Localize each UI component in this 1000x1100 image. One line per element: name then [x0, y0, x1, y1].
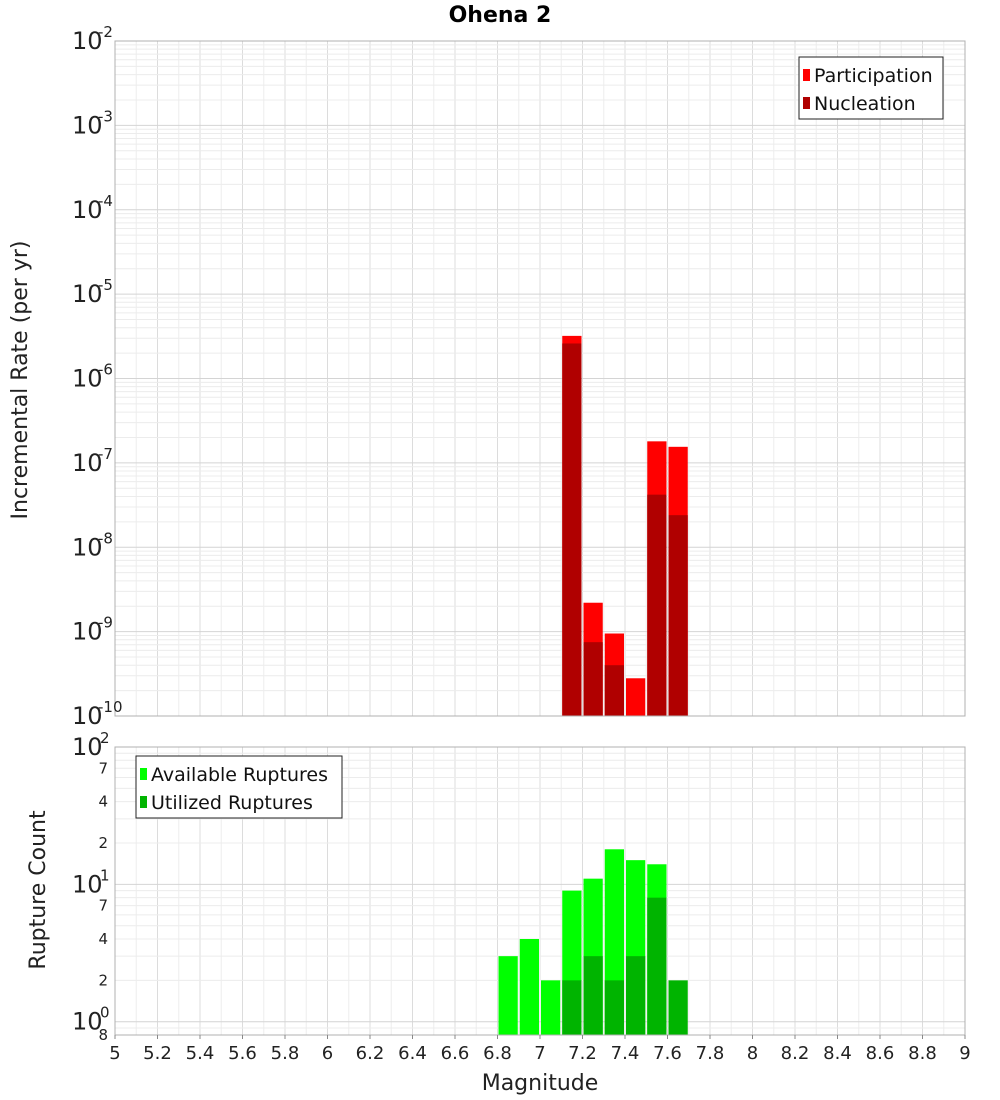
rate-legend-box [798, 56, 944, 120]
rate-bar-nucleation [668, 515, 688, 716]
count-legend-label: Available Ruptures [151, 764, 328, 786]
count-bar-utilized-ruptures [668, 980, 688, 1035]
x-tick-label: 5.6 [228, 1043, 257, 1064]
x-tick-label: 7 [534, 1043, 545, 1064]
count-bar-utilized-ruptures [583, 956, 603, 1035]
rate-y-tick-label: 10 [72, 365, 103, 393]
rate-legend-label: Participation [814, 65, 933, 87]
count-y-tick-exponent: 1 [100, 866, 110, 884]
count-y-tick-label: 10 [72, 733, 103, 761]
rate-y-tick-exponent: -9 [98, 614, 113, 632]
x-tick-label: 5.2 [143, 1043, 172, 1064]
x-tick-label: 8.8 [908, 1043, 937, 1064]
rate-y-tick-label: 10 [72, 702, 103, 730]
x-tick-label: 7.2 [568, 1043, 597, 1064]
rate-y-tick-exponent: -8 [98, 529, 113, 547]
rate-plot-border [114, 40, 966, 717]
count-y-tick-minor-label: 8 [98, 1026, 108, 1044]
x-tick-label: 8.2 [781, 1043, 810, 1064]
count-y-tick-minor-label: 7 [98, 897, 108, 915]
x-tick-label: 8 [747, 1043, 758, 1064]
count-y-tick-minor-label: 4 [98, 793, 108, 811]
rate-y-tick-label: 10 [72, 449, 103, 477]
count-bar-available-ruptures [519, 939, 539, 1035]
rate-y-tick-exponent: -10 [98, 698, 123, 716]
rate-y-tick-exponent: -2 [98, 23, 113, 41]
x-tick-label: 6.8 [483, 1043, 512, 1064]
chart-title: Ohena 2 [449, 3, 552, 28]
rate-y-axis-label: Incremental Rate (per yr) [8, 241, 33, 520]
rate-legend-swatch [803, 97, 810, 109]
rate-y-tick-label: 10 [72, 196, 103, 224]
rate-bar-nucleation [562, 343, 582, 716]
count-bar-available-ruptures [498, 956, 518, 1035]
count-bar-utilized-ruptures [626, 956, 646, 1035]
rate-y-tick-exponent: -3 [98, 107, 113, 125]
count-legend-box [135, 755, 343, 819]
rate-bar-participation [626, 678, 646, 716]
count-y-tick-minor-label: 7 [98, 759, 108, 777]
rate-y-tick-label: 10 [72, 27, 103, 55]
rate-y-tick-exponent: -6 [98, 361, 113, 379]
x-tick-label: 7.8 [696, 1043, 725, 1064]
count-y-axis-label: Rupture Count [26, 810, 51, 970]
rate-panel: 10-1010-910-810-710-610-510-410-310-2Par… [72, 23, 966, 730]
count-legend-swatch [140, 796, 147, 808]
rate-bar-nucleation [583, 642, 603, 716]
x-axis-label: Magnitude [482, 1071, 599, 1096]
rate-y-tick-exponent: -7 [98, 445, 113, 463]
rate-y-tick-label: 10 [72, 533, 103, 561]
rate-y-tick-label: 10 [72, 111, 103, 139]
count-y-tick-exponent: 0 [100, 1004, 110, 1022]
x-tick-label: 5.8 [271, 1043, 300, 1064]
rate-y-tick-exponent: -5 [98, 276, 113, 294]
count-bar-available-ruptures [541, 980, 561, 1035]
count-bar-utilized-ruptures [604, 980, 624, 1035]
rate-bar-nucleation [604, 665, 624, 716]
rate-y-tick-label: 10 [72, 618, 103, 646]
count-y-tick-minor-label: 2 [98, 834, 108, 852]
rate-bar-nucleation [647, 494, 667, 716]
x-tick-label: 6 [322, 1043, 333, 1064]
rate-legend-swatch [803, 69, 810, 81]
x-tick-label: 7.6 [653, 1043, 682, 1064]
x-tick-label: 9 [959, 1043, 970, 1064]
x-tick-label: 8.4 [823, 1043, 852, 1064]
x-tick-label: 6.4 [398, 1043, 427, 1064]
x-tick-label: 5 [109, 1043, 120, 1064]
count-bar-utilized-ruptures [562, 980, 582, 1035]
rate-y-tick-exponent: -4 [98, 192, 113, 210]
count-legend-swatch [140, 768, 147, 780]
rate-legend-label: Nucleation [814, 93, 916, 115]
x-tick-label: 6.6 [441, 1043, 470, 1064]
x-tick-label: 5.4 [186, 1043, 215, 1064]
count-y-tick-minor-label: 4 [98, 930, 108, 948]
count-y-tick-label: 10 [72, 1008, 103, 1036]
x-tick-label: 6.2 [356, 1043, 385, 1064]
count-y-tick-exponent: 2 [100, 729, 110, 747]
rate-y-tick-label: 10 [72, 280, 103, 308]
x-tick-label: 8.6 [866, 1043, 895, 1064]
x-tick-label: 7.4 [611, 1043, 640, 1064]
count-legend-label: Utilized Ruptures [151, 792, 313, 814]
count-y-tick-label: 10 [72, 870, 103, 898]
count-bar-utilized-ruptures [647, 897, 667, 1035]
count-y-tick-minor-label: 2 [98, 971, 108, 989]
